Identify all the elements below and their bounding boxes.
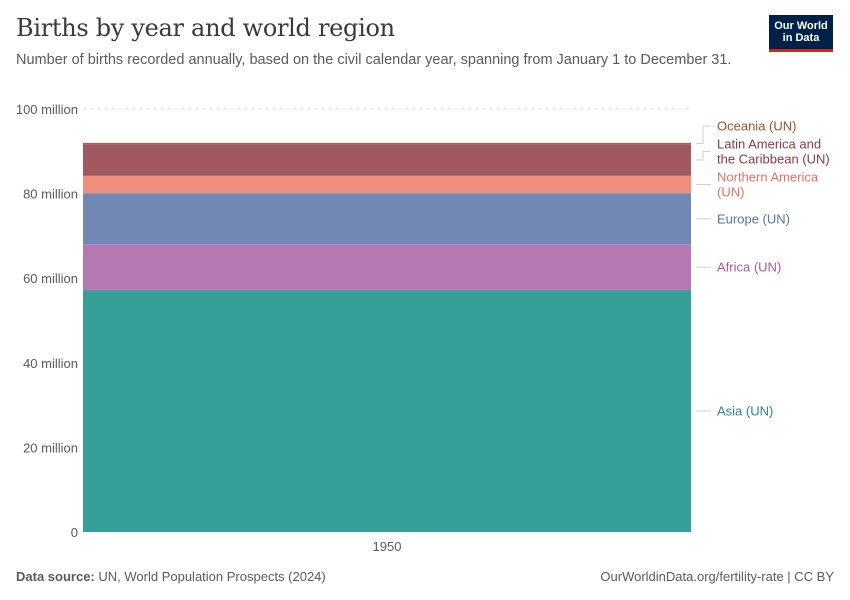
owid-logo[interactable]: Our World in Data [769, 15, 833, 52]
series-label: Northern America [717, 170, 819, 185]
series-label: the Caribbean (UN) [717, 152, 830, 167]
area-asia-un [83, 290, 691, 532]
series-label-leader [696, 125, 711, 144]
series-label-leader [696, 151, 711, 161]
x-axis-tick-labels: 1950 [373, 539, 402, 554]
chart-subtitle: Number of births recorded annually, base… [16, 52, 732, 68]
y-tick-label: 40 million [23, 356, 78, 371]
y-tick-label: 0 [71, 525, 78, 540]
y-tick-label: 60 million [23, 271, 78, 286]
series-label: Oceania (UN) [717, 119, 796, 134]
y-axis-tick-labels: 0 20 million 40 million 60 million 80 millio… [16, 102, 78, 540]
area-latin-america-and-the-caribbean-un [83, 144, 691, 176]
y-tick-label: 80 million [23, 187, 78, 202]
series-label: Africa (UN) [717, 260, 781, 275]
x-tick-label: 1950 [373, 539, 402, 554]
chart-title: Births by year and world region [16, 14, 395, 42]
series-labels: Asia (UN) Africa (UN) Europe (UN) Northern … [696, 119, 830, 419]
area-oceania-un [83, 142, 691, 145]
area-europe-un [83, 193, 691, 245]
stacked-areas [83, 142, 691, 532]
series-label: Asia (UN) [717, 404, 773, 419]
series-label: Latin America and [717, 137, 821, 152]
area-africa-un [83, 244, 691, 291]
logo-line-1: Our World [774, 20, 828, 32]
series-label: (UN) [717, 185, 744, 200]
data-source-text: UN, World Population Prospects (2024) [98, 569, 326, 584]
data-source: Data source: UN, World Population Prospe… [16, 569, 326, 584]
y-tick-label: 20 million [23, 440, 78, 455]
series-label: Europe (UN) [717, 211, 790, 226]
y-tick-label: 100 million [16, 102, 78, 117]
source-url-license[interactable]: OurWorldinData.org/fertility-rate | CC B… [600, 569, 834, 584]
data-source-label: Data source: [16, 569, 95, 584]
logo-line-2: in Data [782, 32, 820, 44]
area-northern-america-un [83, 175, 691, 194]
